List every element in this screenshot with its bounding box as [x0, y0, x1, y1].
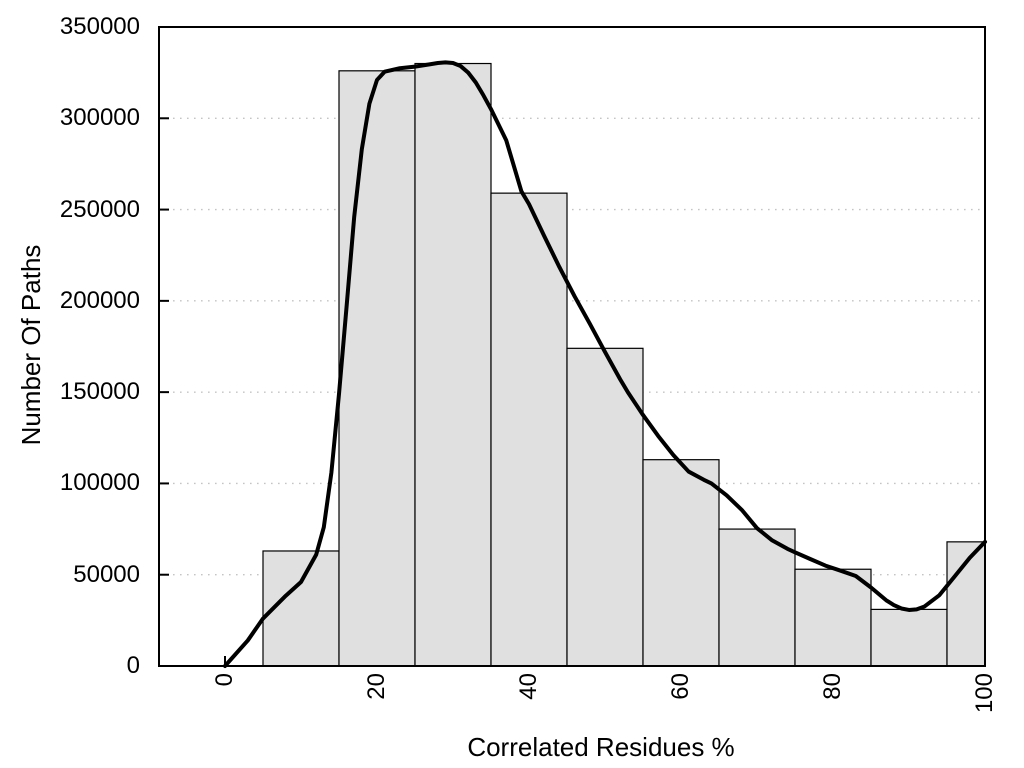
histogram-bar	[794, 568, 872, 667]
histogram-bar	[870, 608, 948, 667]
histogram-bar	[414, 62, 492, 667]
plot-border	[158, 26, 986, 667]
x-tick-label-80: 80	[819, 673, 846, 700]
histogram-bar	[338, 70, 416, 667]
x-tick-label-20: 20	[363, 673, 390, 700]
y-tick-label-50000: 50000	[73, 560, 140, 588]
y-tick-label-300000: 300000	[59, 104, 140, 132]
x-tick-label-100: 100	[971, 673, 998, 714]
y-axis-title: Number Of Paths	[16, 244, 46, 446]
y-tick-label-200000: 200000	[59, 286, 140, 314]
x-axis-title: Correlated Residues %	[467, 732, 735, 762]
x-tick-label-40: 40	[515, 673, 542, 700]
density-curve	[223, 60, 987, 668]
histogram-bar	[490, 192, 568, 667]
x-tick-label-60: 60	[667, 673, 694, 700]
y-tick-label-100000: 100000	[59, 469, 140, 497]
y-tick-label-150000: 150000	[59, 378, 140, 406]
y-tick-label-350000: 350000	[59, 13, 140, 40]
y-tick-label-0: 0	[126, 652, 140, 679]
x-tick-label-0: 0	[211, 673, 238, 687]
histogram-bar	[642, 459, 720, 667]
histogram-bar	[718, 528, 796, 667]
y-tick-label-250000: 250000	[59, 195, 140, 223]
